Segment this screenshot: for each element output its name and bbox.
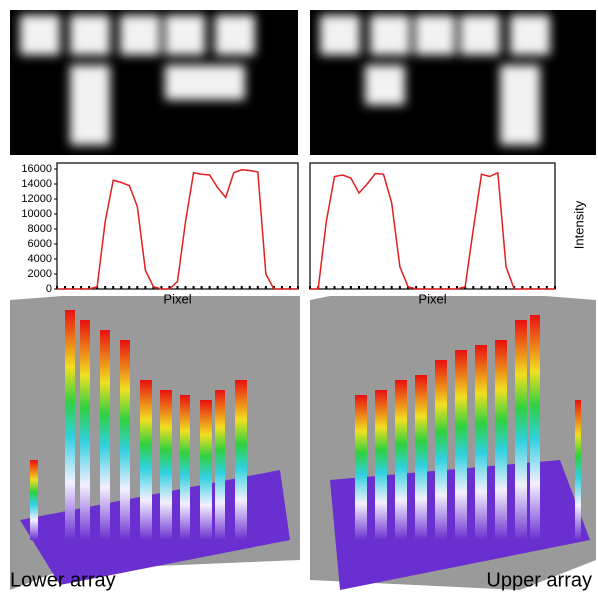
spot [215,15,255,55]
y-tick-label: 6000 [28,238,52,250]
y-tick-label: 14000 [21,178,52,190]
y-tick-label: 12000 [21,193,52,205]
y-tick-label: 0 [46,283,52,295]
intensity-line [57,168,298,290]
spot [165,65,245,100]
surface-bar [200,400,212,540]
x-axis-label: Pixel [418,291,446,306]
surface-bar [435,360,447,540]
surface-bar [140,380,152,540]
x-axis-label: Pixel [163,291,191,306]
spot [415,15,455,55]
spot [500,65,540,145]
image-spots [20,15,550,145]
surface-bar [100,330,110,540]
surface-bar [160,390,172,540]
y-tick-label: 2000 [28,268,52,280]
surface-bar [530,315,540,540]
surface-bar [415,375,427,540]
surface-bar [355,395,367,540]
surface-bar [395,380,407,540]
surface-bar [80,320,90,540]
plot-frame [309,162,556,290]
surface-bar [235,380,247,540]
surface-bar [375,390,387,540]
surface-bar [575,400,581,540]
surface-bar [30,460,38,540]
y-tick-label: 16000 [21,163,52,175]
surface-bar [215,390,225,540]
surface-bar [180,395,190,540]
spot [165,15,205,55]
spot [370,15,410,55]
y-tick-label: 8000 [28,223,52,235]
y-tick-label: 10000 [21,208,52,220]
intensity-line [310,171,555,290]
spot [365,65,405,105]
spot [70,65,110,145]
surface-bar [65,310,75,540]
spot [510,15,550,55]
spot [70,15,110,55]
spot [120,15,160,55]
surface-bar [455,350,467,540]
y-axis-label: Intensity [571,200,586,249]
spot [320,15,360,55]
spot [20,15,60,55]
intensity-images [10,10,596,155]
surface-plots [10,296,596,590]
surface-bar [495,340,507,540]
upper-label: Upper array [486,569,592,591]
surface-bar [515,320,527,540]
surface-bar [475,345,487,540]
spot [460,15,500,55]
surface-bar [120,340,130,540]
lower-label: Lower array [10,569,116,591]
y-tick-label: 4000 [28,253,52,265]
